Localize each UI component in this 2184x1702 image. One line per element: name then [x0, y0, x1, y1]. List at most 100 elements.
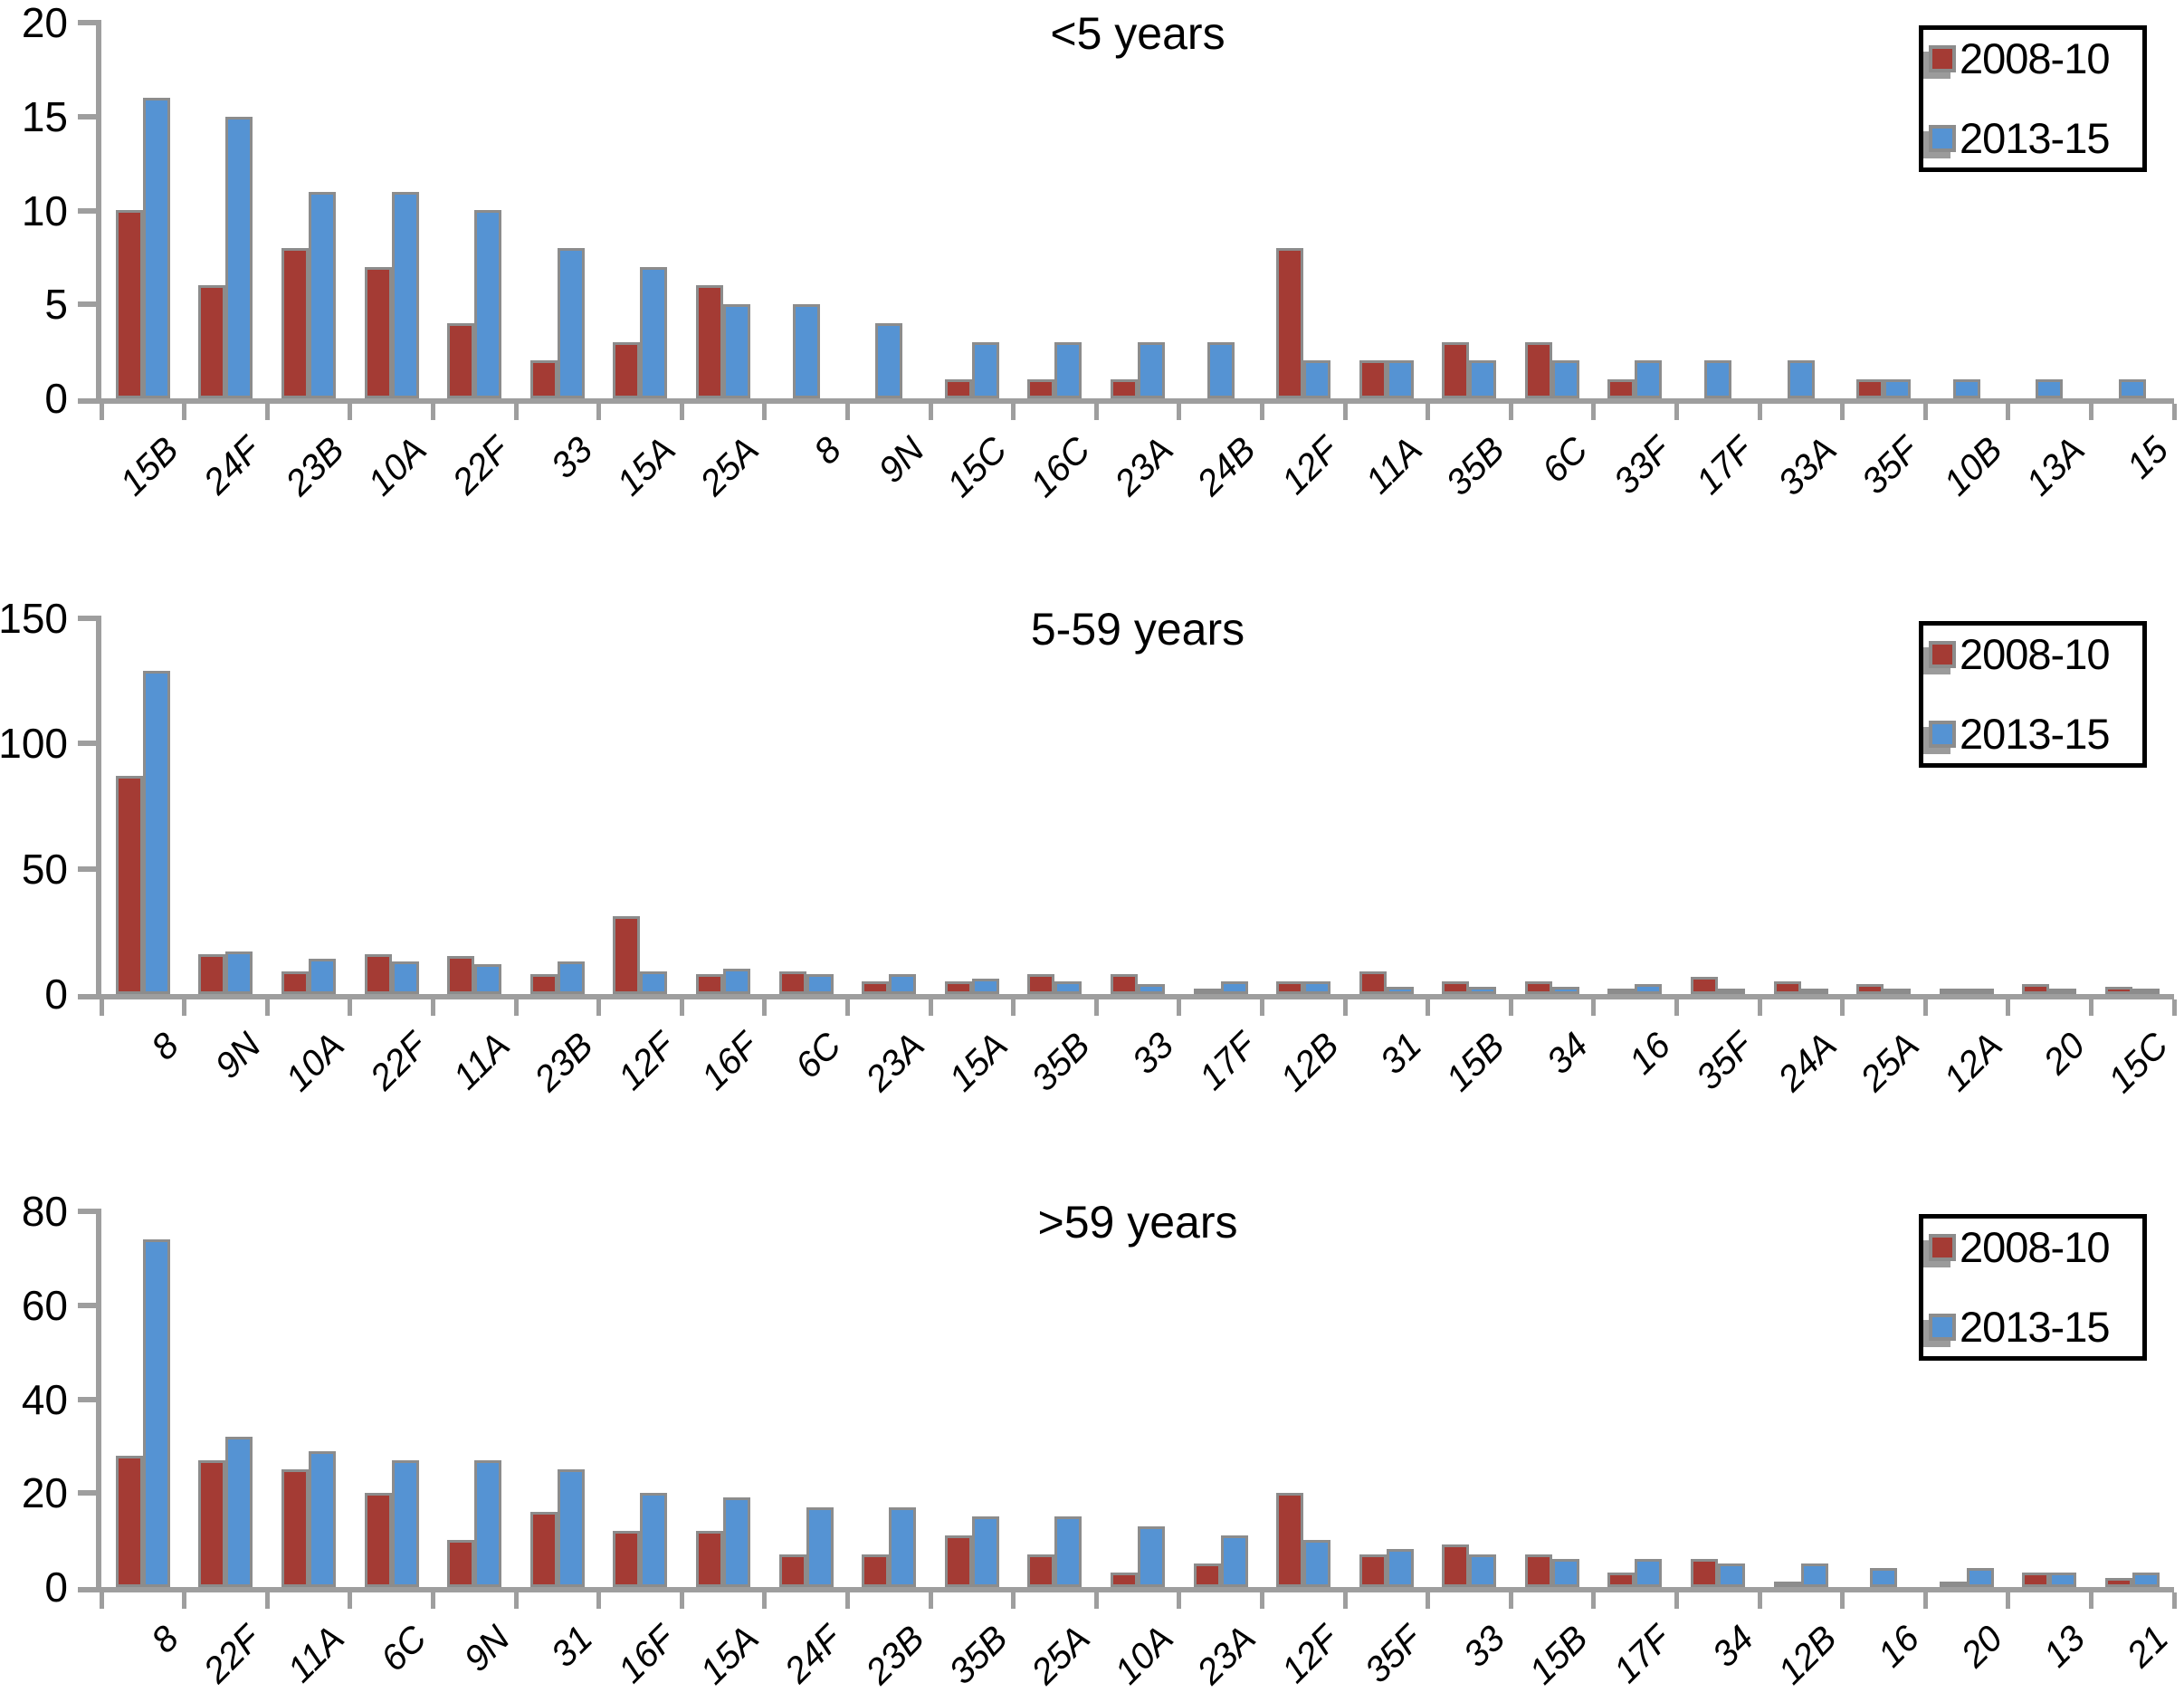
x-axis-tick [182, 999, 187, 1016]
bar-2008-10-15C [944, 379, 972, 398]
x-axis-tick [182, 1592, 187, 1609]
category-23B [847, 1211, 930, 1587]
y-axis-line [96, 616, 101, 999]
x-axis-label: 15A [609, 429, 684, 504]
bar-2008-10-15A [613, 342, 641, 398]
y-axis-tick [78, 1396, 96, 1402]
category-25A [682, 23, 765, 398]
x-axis-label: 22F [196, 1618, 270, 1691]
category-6C [1511, 23, 1594, 398]
x-axis-tick [844, 999, 850, 1016]
bar-2008-10-25A [695, 285, 723, 398]
bar-2008-10-34 [1691, 1559, 1719, 1587]
bar-2008-10-33 [1110, 974, 1138, 994]
bar-2013-15-17F [1220, 981, 1248, 994]
bar-2013-15-16 [1635, 984, 1663, 994]
bar-2008-10-15B [1442, 981, 1470, 994]
x-axis-label: 24F [196, 429, 270, 502]
category-12F [599, 618, 682, 994]
chart-title: >59 years [1037, 1197, 1238, 1248]
y-axis-label: 150 [0, 595, 68, 642]
x-axis-label: 9N [456, 1618, 518, 1679]
bar-2013-15-23A [1137, 342, 1165, 398]
x-axis-label: 35F [1855, 429, 1928, 502]
bar-2008-10-10A [281, 971, 309, 994]
category-11A [267, 1211, 350, 1587]
x-axis-tick [762, 999, 768, 1016]
x-axis-tick [2171, 1592, 2177, 1609]
category-23B [267, 23, 350, 398]
legend-swatch-2008-10 [1929, 641, 1956, 668]
x-axis-tick [1508, 999, 1513, 1016]
bar-2013-15-16C [1054, 342, 1082, 398]
bar-2013-15-34 [1718, 1563, 1746, 1587]
category-15A [930, 618, 1014, 994]
x-axis-tick [679, 999, 684, 1016]
x-axis-tick [1757, 404, 1762, 420]
x-axis-label: 34 [1704, 1618, 1761, 1676]
bar-2008-10-31 [529, 1512, 558, 1587]
category-10A [350, 23, 434, 398]
legend: 2008-10 2013-15 [1919, 25, 2147, 172]
category-35B [1014, 618, 1097, 994]
x-axis-label: 34 [1539, 1025, 1596, 1083]
bar-2008-10-23B [281, 248, 309, 398]
x-axis-tick [679, 404, 684, 420]
bar-2008-10-23A [1110, 379, 1138, 398]
category-15B [1511, 1211, 1594, 1587]
bar-2008-10-35F [1856, 379, 1884, 398]
bars-container [101, 1211, 2174, 1587]
bar-2008-10-20 [2022, 984, 2050, 994]
x-axis-label: 10B [1936, 429, 2010, 504]
x-axis-tick [513, 1592, 519, 1609]
x-axis-label: 35B [1438, 429, 1513, 504]
category-33A [1760, 23, 1843, 398]
category-15B [101, 23, 185, 398]
bar-2013-15-15A [722, 1497, 750, 1587]
bar-2013-15-12F [640, 971, 668, 994]
category-24B [1179, 23, 1263, 398]
x-axis-label: 23A [858, 1025, 932, 1100]
x-axis-tick [1757, 999, 1762, 1016]
y-axis-label: 80 [21, 1188, 68, 1235]
bar-2008-10-11A [281, 1469, 309, 1587]
x-axis-label: 16 [1870, 1618, 1928, 1676]
x-axis-label: 24B [1189, 429, 1264, 504]
bar-2008-10-12F [1276, 248, 1304, 398]
x-axis-tick [1342, 1592, 1348, 1609]
bar-2013-15-24F [806, 1507, 834, 1587]
bar-2013-15-25A [1884, 989, 1912, 994]
x-axis-tick [596, 999, 602, 1016]
y-axis-tick [78, 1490, 96, 1496]
x-axis-tick [1840, 1592, 1845, 1609]
x-axis-label: 16F [611, 1618, 684, 1691]
x-axis-label: 20 [2036, 1025, 2093, 1083]
bar-2008-10-16C [1027, 379, 1055, 398]
x-axis-tick [1426, 1592, 1431, 1609]
x-axis-tick [1922, 1592, 1928, 1609]
bar-2013-15-12F [1303, 1540, 1331, 1587]
bar-2013-15-25A [1054, 1516, 1082, 1587]
bar-2013-15-16 [1870, 1568, 1898, 1587]
bar-2013-15-35F [1718, 989, 1746, 994]
bar-2013-15-15C [2132, 989, 2160, 994]
x-axis-tick [1093, 404, 1099, 420]
x-axis-tick [928, 1592, 933, 1609]
x-axis-label: 22F [445, 429, 518, 502]
bar-2013-15-22F [225, 1437, 253, 1587]
category-11A [433, 618, 516, 994]
x-axis-label: 13A [2018, 429, 2093, 504]
category-12F [1262, 1211, 1345, 1587]
bar-2013-15-12F [1303, 360, 1331, 398]
category-25A [1842, 618, 1925, 994]
x-axis-label: 31 [543, 1618, 601, 1676]
bar-2008-10-20 [1939, 1582, 1967, 1587]
y-axis-tick [78, 113, 96, 120]
chart-panel-over-59-years: >59 years 0 20 40 60 80 8 22F 11A 6C 9N 31 16F 15A 24… [0, 1189, 2184, 1702]
x-axis-label: 13 [2036, 1618, 2093, 1676]
y-axis-label: 20 [21, 0, 68, 46]
chart-title: 5-59 years [1030, 604, 1245, 655]
bar-2013-15-35B [971, 1516, 999, 1587]
bar-2013-15-24A [1800, 989, 1828, 994]
legend-swatch-2013-15 [1929, 1314, 1956, 1341]
